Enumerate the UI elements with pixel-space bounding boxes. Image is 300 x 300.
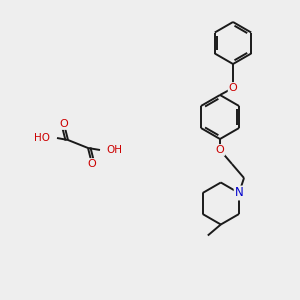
Text: O: O [88, 159, 96, 169]
Text: O: O [229, 83, 237, 93]
Text: O: O [216, 145, 224, 155]
Text: HO: HO [34, 133, 50, 143]
Text: OH: OH [106, 145, 122, 155]
Text: N: N [235, 187, 243, 200]
Text: O: O [60, 119, 68, 129]
